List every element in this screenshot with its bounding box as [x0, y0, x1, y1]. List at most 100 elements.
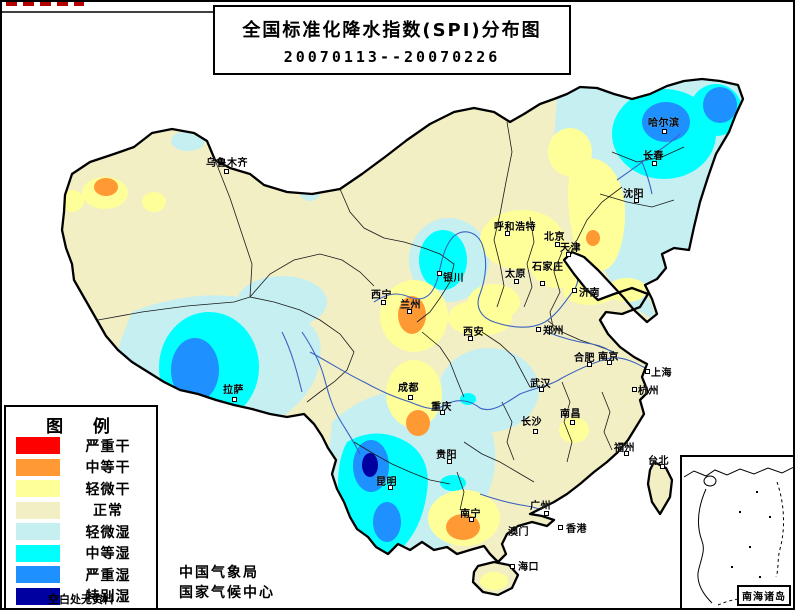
legend-swatch	[16, 480, 60, 498]
city-label: 西安	[463, 327, 484, 338]
map-title-box: 全国标准化降水指数(SPI)分布图 20070113--20070226	[213, 5, 571, 75]
city-label: 呼和浩特	[494, 222, 536, 233]
city-marker	[468, 336, 473, 341]
city-label: 昆明	[376, 477, 397, 488]
city-label: 郑州	[543, 326, 564, 337]
clipped-red-text-fragment	[6, 2, 84, 6]
city-marker	[624, 451, 629, 456]
city-marker	[440, 410, 445, 415]
agency-line1: 中国气象局	[179, 565, 259, 581]
city-label: 石家庄	[532, 262, 564, 273]
city-marker	[555, 242, 560, 247]
legend: 图 例 严重干中等干轻微干正常 轻微湿中等湿严重湿特别湿 空白处无资料	[4, 405, 158, 608]
city-label: 太原	[505, 269, 526, 280]
city-label: 长春	[643, 151, 664, 162]
city-label: 澳门	[508, 527, 529, 538]
city-label: 天津	[560, 243, 581, 254]
city-label: 香港	[566, 524, 587, 535]
legend-label: 严重干	[85, 438, 131, 455]
south-china-sea-inset: 南海诸岛	[680, 455, 793, 608]
city-marker	[572, 288, 577, 293]
city-label: 台北	[648, 456, 669, 467]
city-marker	[533, 429, 538, 434]
extreme-wet-regions	[362, 453, 378, 477]
city-marker	[607, 360, 612, 365]
city-marker	[447, 459, 452, 464]
legend-swatch	[16, 544, 60, 562]
legend-item: 正常	[6, 500, 156, 522]
city-label: 南宁	[460, 509, 481, 520]
agency-line2: 国家气候中心	[179, 585, 275, 601]
city-label: 福州	[614, 443, 635, 454]
city-marker	[514, 279, 519, 284]
city-label: 南昌	[560, 409, 581, 420]
agency-credits: 中国气象局 国家气候中心	[179, 563, 275, 603]
legend-label: 中等干	[85, 460, 131, 477]
city-marker	[652, 161, 657, 166]
city-marker	[632, 387, 637, 392]
city-label: 西宁	[371, 290, 392, 301]
city-marker	[388, 485, 393, 490]
city-marker	[232, 397, 237, 402]
rivers	[281, 133, 681, 513]
city-marker	[407, 309, 412, 314]
city-label: 海口	[518, 562, 539, 573]
legend-item: 严重湿	[6, 564, 156, 586]
legend-rows: 严重干中等干轻微干正常 轻微湿中等湿严重湿特别湿	[6, 435, 156, 607]
city-marker	[587, 362, 592, 367]
map-title: 全国标准化降水指数(SPI)分布图	[242, 20, 542, 41]
city-marker	[558, 525, 563, 530]
legend-swatch	[16, 501, 60, 519]
city-marker	[540, 281, 545, 286]
city-label: 哈尔滨	[648, 118, 680, 129]
legend-label: 正常	[93, 503, 123, 520]
city-label: 南京	[598, 352, 619, 363]
legend-label: 特别湿	[85, 589, 131, 606]
city-marker	[645, 369, 650, 374]
city-marker	[224, 169, 229, 174]
inset-islands	[731, 491, 771, 578]
city-marker	[634, 198, 639, 203]
legend-item: 严重干	[6, 435, 156, 457]
city-marker	[505, 231, 510, 236]
city-label: 杭州	[638, 386, 659, 397]
legend-footnote: 空白处无资料	[48, 593, 114, 606]
city-marker	[437, 271, 442, 276]
legend-label: 中等湿	[85, 546, 131, 563]
city-label: 银川	[443, 273, 464, 284]
city-label: 兰州	[400, 300, 421, 311]
legend-swatch	[16, 566, 60, 584]
inset-label: 南海诸岛	[737, 585, 791, 606]
city-label: 武汉	[530, 379, 551, 390]
legend-label: 轻微干	[85, 481, 131, 498]
city-label: 长沙	[521, 417, 542, 428]
city-label: 沈阳	[623, 189, 644, 200]
city-marker	[662, 129, 667, 134]
city-marker	[660, 464, 665, 469]
legend-swatch	[16, 587, 60, 605]
legend-title: 图 例	[46, 417, 116, 437]
legend-swatch	[16, 523, 60, 541]
city-label: 重庆	[431, 402, 452, 413]
legend-item: 轻微湿	[6, 521, 156, 543]
legend-item: 中等湿	[6, 543, 156, 565]
province-boundaries	[97, 121, 685, 511]
city-label: 贵阳	[436, 450, 457, 461]
city-label: 北京	[544, 232, 565, 243]
city-label: 乌鲁木齐	[206, 158, 248, 169]
legend-label: 严重湿	[85, 567, 131, 584]
city-label: 济南	[579, 288, 600, 299]
taiwan-island	[648, 462, 672, 514]
legend-item: 轻微干	[6, 478, 156, 500]
city-marker	[469, 517, 474, 522]
city-marker	[570, 420, 575, 425]
city-marker	[536, 327, 541, 332]
city-marker	[408, 395, 413, 400]
legend-item: 特别湿	[6, 586, 156, 608]
city-label: 上海	[651, 368, 672, 379]
city-marker	[544, 511, 549, 516]
legend-swatch	[16, 458, 60, 476]
map-date-range: 20070113--20070226	[283, 48, 501, 66]
